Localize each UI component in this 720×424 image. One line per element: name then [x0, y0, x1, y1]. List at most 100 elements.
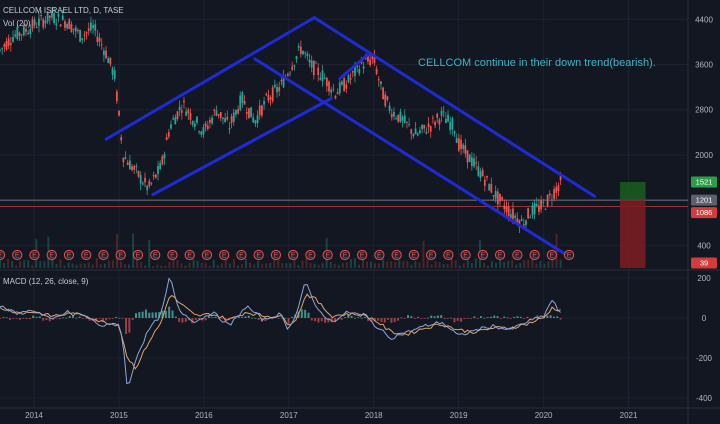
macd-histogram-bar	[15, 318, 18, 319]
price-candle	[555, 187, 558, 193]
price-candle	[304, 52, 307, 54]
price-candle	[546, 194, 549, 206]
time-axis[interactable]: 2014 2015 2016 2017 2018 2019 2020 2021	[25, 411, 638, 420]
macd-histogram-bar	[470, 318, 473, 319]
volume-bar	[414, 261, 417, 268]
macd-histogram-bar	[327, 318, 330, 323]
event-marker	[63, 249, 75, 261]
macd-histogram-bar	[277, 318, 280, 319]
event-label: E	[256, 252, 261, 259]
price-candle	[22, 25, 25, 36]
price-candle	[531, 205, 534, 216]
price-candle	[308, 59, 311, 63]
price-candle	[403, 115, 406, 123]
channel-drawings[interactable]	[104, 16, 597, 256]
event-label: E	[153, 252, 158, 259]
long-position-tool[interactable]	[620, 182, 646, 268]
event-label: E	[446, 252, 451, 259]
macd-histogram-bar	[436, 315, 439, 318]
price-candle	[271, 87, 274, 102]
volume-bar	[466, 258, 469, 268]
price-candle	[66, 23, 68, 29]
price-candle	[414, 128, 417, 135]
macd-histogram-bar	[85, 318, 88, 319]
macd-histogram-bar	[32, 315, 35, 318]
macd-histogram-bar	[55, 318, 58, 319]
trend-annotation: CELLCOM continue in their down trend(bea…	[418, 57, 656, 69]
macd-histogram-bar	[154, 312, 157, 318]
macd-histogram-bar	[111, 318, 114, 319]
price-candle	[14, 34, 17, 37]
event-label: E	[118, 252, 123, 259]
event-label: E	[0, 252, 3, 259]
price-candle	[351, 71, 354, 73]
macd-histogram-bar	[513, 316, 516, 318]
price-candle	[557, 185, 560, 192]
price-candle	[373, 55, 376, 64]
volume-bar	[253, 264, 256, 268]
channel-up-upper	[104, 16, 316, 141]
badge-stop: 1086	[696, 208, 713, 217]
event-label: E	[515, 252, 520, 259]
event-marker	[81, 249, 92, 261]
price-candle	[462, 144, 465, 150]
price-candle	[291, 66, 294, 70]
volume-bar	[224, 258, 227, 268]
price-candle	[256, 115, 259, 124]
volume-bar	[406, 261, 409, 268]
price-candle	[492, 195, 495, 197]
volume-bar	[305, 258, 308, 268]
price-candle	[87, 28, 90, 31]
price-candle	[59, 24, 62, 27]
macd-histogram-bar	[108, 318, 111, 320]
price-candle	[429, 126, 432, 132]
macd-histogram-bar	[18, 318, 21, 320]
price-tick-label: 3600	[695, 61, 713, 70]
event-label: E	[360, 252, 365, 259]
macd-histogram-bar	[198, 318, 201, 320]
macd-tick-label: 200	[697, 274, 711, 283]
price-candle	[135, 165, 138, 167]
macd-histogram-bar	[158, 312, 161, 318]
channel-down-lower	[253, 57, 567, 256]
volume-bar	[144, 265, 147, 268]
volume-bar	[503, 261, 506, 268]
macd-histogram-bar	[496, 316, 499, 318]
price-candle	[213, 109, 216, 112]
price-candle	[122, 157, 125, 163]
event-marker	[288, 249, 299, 261]
macd-histogram-bar	[446, 318, 449, 319]
price-candle	[401, 116, 404, 121]
volume-bar	[390, 261, 393, 268]
macd-histogram-bar	[536, 315, 539, 318]
event-label: E	[274, 252, 279, 259]
volume-bar	[236, 265, 239, 268]
earnings-events[interactable]: EEEEEEEEEEEEEEEEEEEEEEEEEEEEEEEEEE	[0, 249, 575, 261]
price-candle	[64, 21, 66, 28]
event-label: E	[49, 252, 54, 259]
volume-bar	[91, 264, 94, 268]
time-tick-label: 2020	[535, 411, 553, 420]
price-candle	[222, 117, 224, 120]
macd-histogram-bar	[128, 318, 131, 333]
volume-bar	[152, 265, 155, 268]
volume-bar	[176, 260, 179, 268]
price-candle	[176, 111, 179, 120]
macd-histogram-bar	[450, 317, 453, 319]
macd-histogram-bar	[473, 316, 476, 318]
price-candle	[189, 113, 192, 120]
macd-histogram-bar	[131, 318, 134, 321]
badge-volume-bg	[691, 257, 717, 269]
price-candle	[131, 166, 133, 171]
price-candle	[520, 219, 523, 221]
volume-bar	[297, 265, 300, 268]
price-candle	[183, 100, 185, 103]
macd-histogram-bar	[489, 316, 492, 318]
volume-bar	[27, 260, 30, 268]
price-candle	[124, 157, 127, 159]
price-candle	[72, 28, 75, 30]
price-candle	[343, 78, 346, 92]
price-candle	[25, 28, 27, 32]
macd-histogram-bar	[28, 318, 31, 320]
